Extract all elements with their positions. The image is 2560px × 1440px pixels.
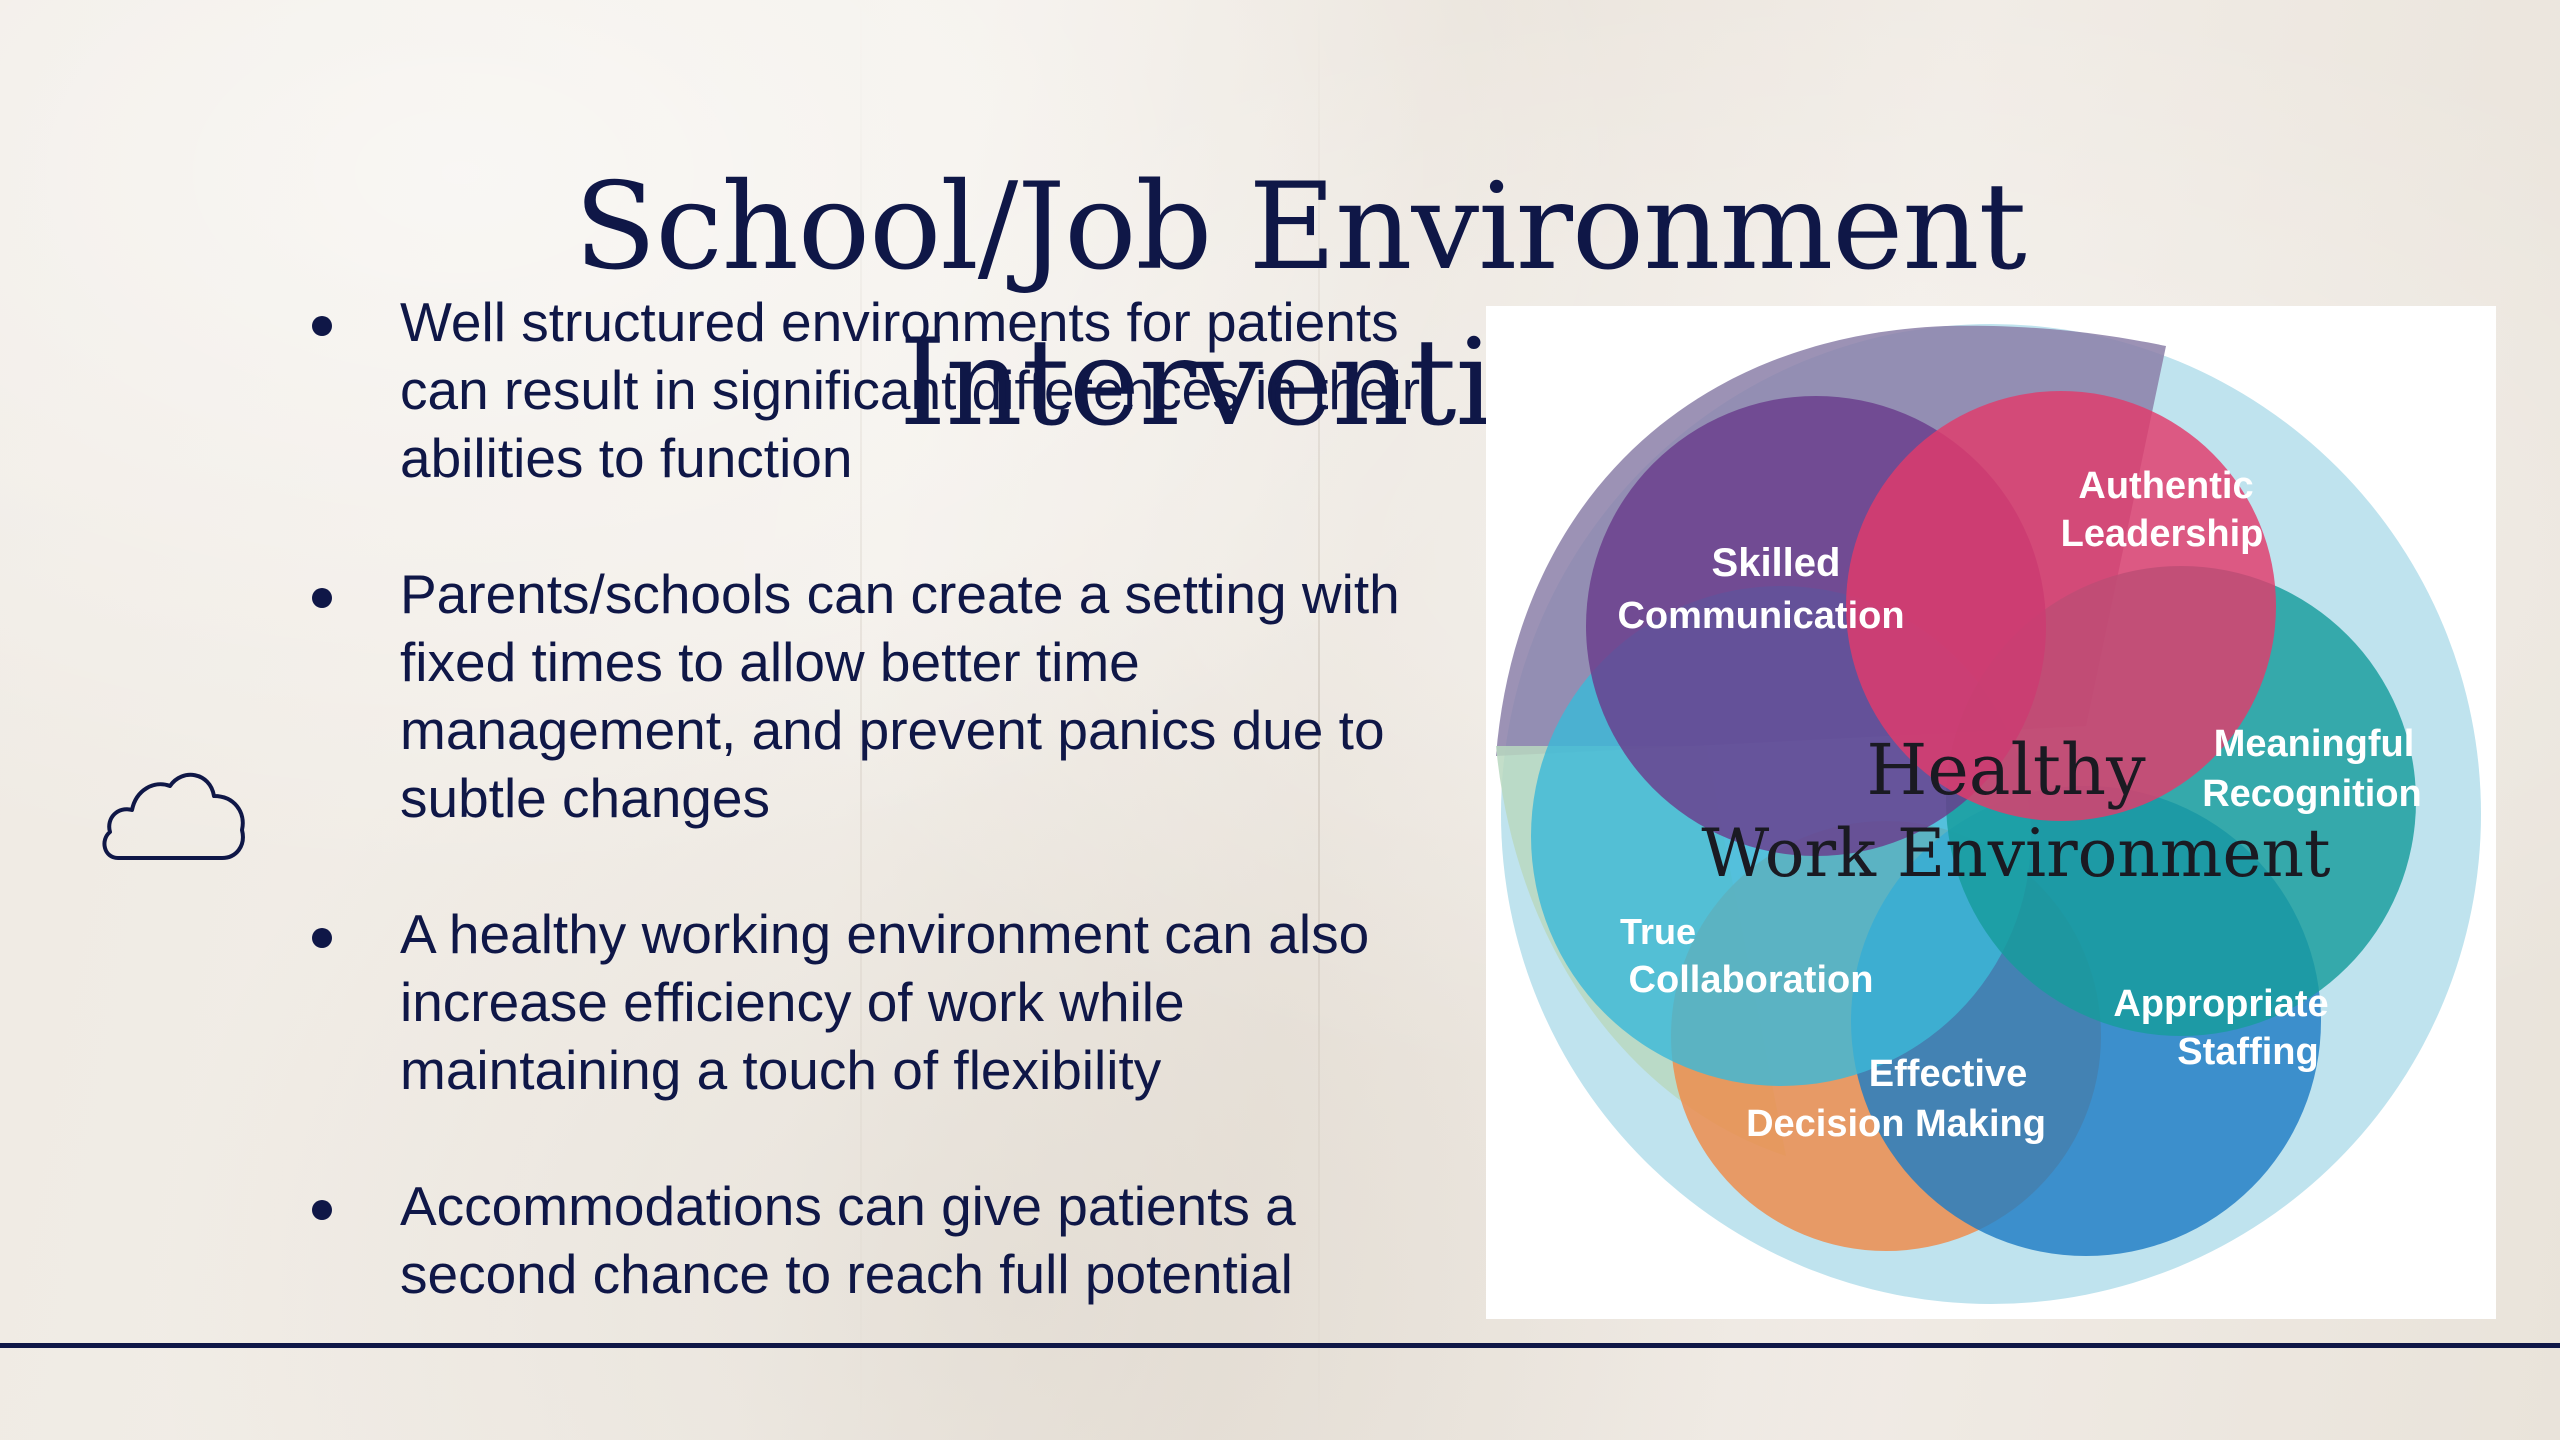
- label-authentic-line1: Authentic: [2078, 465, 2253, 507]
- bullet-dot: [312, 316, 332, 336]
- label-collab-line1: True: [1620, 911, 1696, 952]
- label-skilled-line2: Communication: [1617, 595, 1904, 637]
- bullet-item: Accommodations can give patients a secon…: [300, 1172, 1450, 1308]
- center-label-line1: Healthy: [1866, 729, 2146, 811]
- bullet-text: Well structured environments for patient…: [400, 291, 1421, 489]
- magenta-circle: [1846, 391, 2276, 821]
- label-meaningful-line1: Meaningful: [2214, 723, 2415, 765]
- bullet-list: Well structured environments for patient…: [300, 288, 1450, 1308]
- label-collab-line2: Collaboration: [1629, 959, 1874, 1001]
- bullet-item: Parents/schools can create a setting wit…: [300, 560, 1450, 832]
- bullet-text: Parents/schools can create a setting wit…: [400, 563, 1400, 829]
- label-meaningful-line2: Recognition: [2202, 773, 2422, 815]
- cloud-outline-icon: [102, 772, 245, 860]
- label-skilled-line1: Skilled: [1712, 541, 1841, 585]
- label-authentic-line2: Leadership: [2061, 513, 2264, 555]
- bullet-dot: [312, 1200, 332, 1220]
- label-decision-line2: Decision Making: [1746, 1103, 2046, 1145]
- bullet-dot: [312, 928, 332, 948]
- label-staffing-line1: Appropriate: [2113, 983, 2328, 1025]
- label-staffing-line2: Staffing: [2177, 1031, 2318, 1073]
- paper-fold-line: [860, 0, 862, 1440]
- bullet-text: A healthy working environment can also i…: [400, 903, 1370, 1101]
- bullet-text: Accommodations can give patients a secon…: [400, 1175, 1296, 1305]
- bottom-divider: [0, 1343, 2560, 1348]
- center-label-line2: Work Environment: [1701, 815, 2330, 892]
- bullet-dot: [312, 588, 332, 608]
- paper-fold-line: [1318, 0, 1320, 1440]
- venn-diagram-svg: Skilled Communication Authentic Leadersh…: [1496, 324, 2481, 1304]
- healthy-work-environment-diagram: Skilled Communication Authentic Leadersh…: [1486, 306, 2496, 1319]
- label-decision-line1: Effective: [1869, 1053, 2027, 1095]
- bullet-item: Well structured environments for patient…: [300, 288, 1450, 492]
- bullet-item: A healthy working environment can also i…: [300, 900, 1450, 1104]
